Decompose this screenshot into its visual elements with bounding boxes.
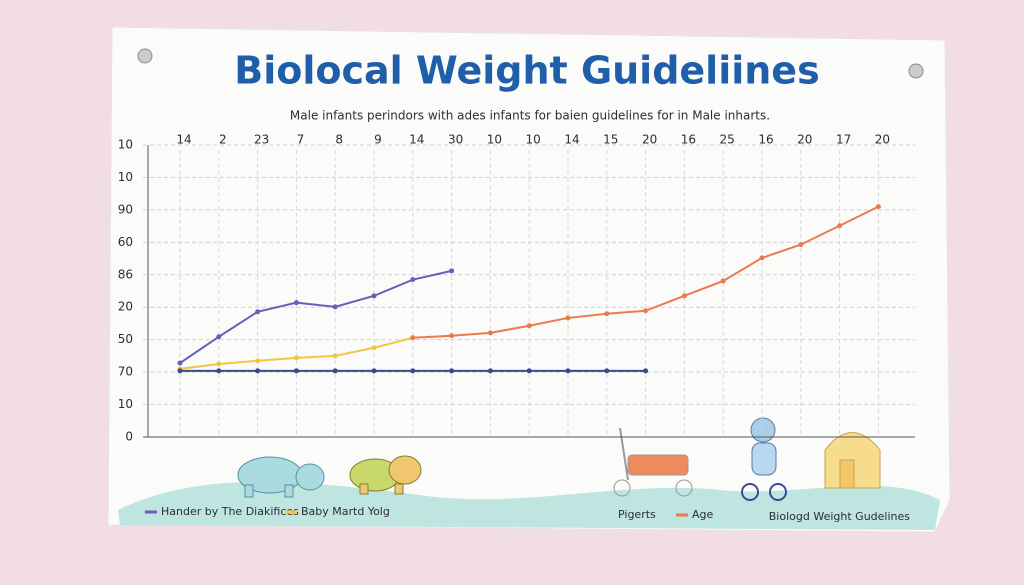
chart-subtitle: Male infants perindors with ades infants…	[290, 109, 770, 123]
point	[410, 277, 416, 283]
point	[371, 368, 377, 374]
point	[293, 355, 299, 361]
y-tick-label: 60	[118, 235, 133, 249]
grommet	[137, 48, 153, 64]
x-tick-label: 14	[176, 133, 191, 147]
point	[565, 368, 571, 374]
x-tick-label: 17	[836, 133, 851, 147]
y-tick-label: 0	[125, 430, 133, 444]
x-tick-label: 20	[797, 133, 812, 147]
legend-label: Age	[692, 508, 714, 521]
point	[681, 293, 687, 299]
x-tick-label: 16	[681, 133, 696, 147]
point	[410, 368, 416, 374]
y-tick-label: 70	[118, 365, 133, 379]
series-line	[179, 269, 452, 364]
point	[216, 334, 222, 340]
point	[643, 368, 649, 374]
point	[332, 368, 338, 374]
point	[759, 255, 765, 261]
point	[487, 368, 493, 374]
x-tick-label: 2	[219, 133, 227, 147]
x-tick-label: 14	[564, 133, 579, 147]
point	[526, 368, 532, 374]
x-tick-label: 14	[409, 133, 424, 147]
point	[371, 293, 377, 299]
point	[216, 368, 222, 374]
legend-label: Hander by The Diakifices	[161, 505, 299, 518]
wave	[118, 481, 940, 530]
point	[177, 360, 183, 366]
x-tick-label: 9	[374, 133, 382, 147]
chart-title: Biolocal Weight Guideliines	[234, 49, 819, 93]
point	[371, 345, 377, 351]
x-tick-label: 25	[720, 133, 735, 147]
y-tick-label: 90	[118, 202, 133, 216]
y-tick-label: 10	[118, 138, 133, 152]
point	[487, 330, 493, 336]
legend-label: Baby Martd Yolg	[301, 505, 390, 518]
point	[255, 368, 261, 374]
y-tick-label: 50	[118, 332, 133, 346]
x-tick-label: 20	[875, 133, 890, 147]
legend-note: Pigerts	[618, 508, 656, 521]
y-tick-label: 20	[118, 300, 133, 314]
point	[449, 268, 455, 274]
grommet	[908, 63, 924, 79]
point	[410, 335, 416, 341]
x-tick-label: 15	[603, 133, 618, 147]
x-tick-label: 10	[526, 133, 541, 147]
x-tick-label: 20	[642, 133, 657, 147]
point	[837, 223, 843, 229]
point	[177, 368, 183, 374]
point	[293, 368, 299, 374]
illustration	[237, 417, 881, 501]
point	[720, 278, 726, 284]
footer: Biologd Weight Gudelines	[769, 510, 910, 523]
point	[565, 315, 571, 321]
point	[604, 311, 610, 317]
y-tick-label: 10	[118, 170, 133, 184]
x-tick-label: 7	[297, 133, 305, 147]
point	[216, 361, 222, 367]
point	[526, 323, 532, 329]
point	[255, 358, 261, 364]
x-tick-label: 16	[758, 133, 773, 147]
x-tick-label: 23	[254, 133, 269, 147]
point	[604, 368, 610, 374]
point	[255, 309, 261, 315]
point	[875, 204, 881, 210]
x-tick-label: 10	[487, 133, 502, 147]
x-tick-label: 30	[448, 133, 463, 147]
x-tick-label: 8	[335, 133, 343, 147]
point	[332, 304, 338, 310]
point	[798, 242, 804, 248]
y-tick-label: 86	[118, 267, 133, 281]
point	[643, 308, 649, 314]
point	[449, 368, 455, 374]
point	[449, 333, 455, 339]
point	[293, 300, 299, 306]
y-tick-label: 10	[118, 397, 133, 411]
point	[332, 353, 338, 359]
